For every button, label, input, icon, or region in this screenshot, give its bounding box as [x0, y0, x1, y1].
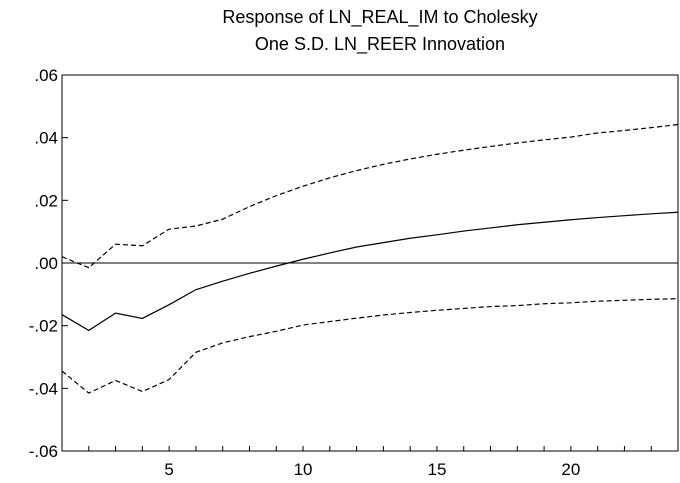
plot-area [61, 123, 679, 394]
x-tick-label: 10 [294, 460, 313, 479]
x-tick-label: 20 [561, 460, 580, 479]
y-tick-label: .04 [34, 129, 58, 148]
x-tick-label: 5 [164, 460, 173, 479]
series-line-2-dashed [61, 298, 679, 394]
y-tick-label: .00 [34, 254, 58, 273]
y-tick-label: .06 [34, 66, 58, 85]
y-tick-label: -.02 [29, 317, 58, 336]
series-line-0-solid [61, 211, 679, 332]
chart-subtitle: One S.D. LN_REER Innovation [255, 34, 505, 55]
chart-title: Response of LN_REAL_IM to Cholesky [222, 7, 537, 28]
y-tick-label: -.04 [29, 379, 58, 398]
series-line-1-dashed [61, 123, 679, 269]
axes: -.06 -.04 -.02 .00 .02 .04 .06 5 10 15 20 [29, 66, 679, 479]
x-tick-label: 15 [427, 460, 446, 479]
y-tick-label: -.06 [29, 442, 58, 461]
y-tick-label: .02 [34, 191, 58, 210]
